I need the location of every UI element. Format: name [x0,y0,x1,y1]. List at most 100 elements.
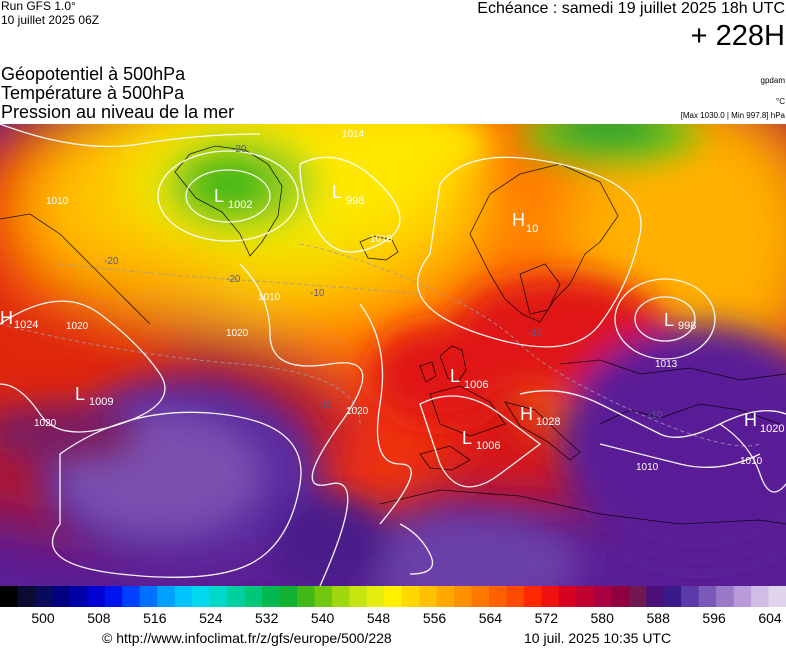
colorbar-swatch [314,586,333,607]
pressure-center-value: 1006 [464,379,488,391]
colorbar-swatch [506,586,525,607]
colorbar-tick-label: 572 [534,610,558,626]
isobar-label: 1020 [34,418,57,429]
colorbar-swatch [524,586,543,607]
colorbar-tick-label: 508 [87,610,111,626]
colorbar-tick-label: 588 [646,610,670,626]
colorbar-swatch [751,586,770,607]
source-credit: © http://www.infoclimat.fr/z/gfs/europe/… [102,630,392,646]
isobar-label: 1020 [66,321,89,332]
isobar-label: 1020 [346,406,369,417]
colorbar-ticks: 500 508 516 524 532 540 548 556 564 572 580 588 596 6… [0,610,786,626]
pressure-center-type: H [744,410,757,430]
colorbar-swatch [192,586,211,607]
isobar-label: 1014 [342,129,365,140]
coastlines [0,145,786,525]
isobar-label: 1010 [370,234,393,245]
colorbar-tick-label: 604 [758,610,782,626]
pressure-center-type: L [75,384,85,404]
colorbar-swatch [646,586,665,607]
pressure-center-value: 998 [346,195,364,207]
colorbar-swatch [698,586,717,607]
temperature-label: -20 [232,144,247,155]
run-title: Run GFS 1.0° [1,0,76,13]
colorbar-swatch [174,586,193,607]
colorbar-swatch [0,586,19,607]
pressure-center-type: L [664,310,674,330]
colorbar-swatch [331,586,350,607]
pressure-center-value: 10 [526,223,538,235]
colorbar-swatch [471,586,490,607]
temperature-label: -10 [318,400,333,411]
pressure-center-value: 998 [678,320,696,332]
pressure-center-value: 1024 [14,319,38,331]
lead-time: + 228H [690,20,785,52]
colorbar-swatch [768,586,786,607]
temperature-label: -10 [648,410,663,421]
geopotential-field [0,124,786,586]
isobar-label: 1020 [226,328,249,339]
forecast-valid-time: Echéance : samedi 19 juillet 2025 18h UT… [477,0,785,17]
isobar-label: 1010 [740,456,763,467]
colorbar-swatch [489,586,508,607]
colorbar-swatch [419,586,438,607]
colorbar-swatch [209,586,228,607]
colorbar-swatch [227,586,246,607]
generated-timestamp: 10 juil. 2025 10:35 UTC [524,630,672,646]
pressure-center-value: 1009 [89,396,113,408]
colorbar-swatch [157,586,176,607]
isobar-label: 1013 [655,359,678,370]
colorbar-swatch [593,586,612,607]
colorbar-tick-label: 564 [478,610,503,626]
colorbar-swatch [663,586,682,607]
colorbar-tick-label: 596 [702,610,726,626]
temperature-label: -20 [104,256,119,267]
colorbar-tick-label: 548 [366,610,391,626]
colorbar-swatch [17,586,36,607]
colorbar-swatch [244,586,263,607]
pressure-center-type: H [512,210,525,230]
colorbar-swatch [681,586,700,607]
pressure-center-value: 1028 [536,416,560,428]
colorbar-swatch [349,586,368,607]
colorbar-swatch [384,586,403,607]
pressure-center-value: 1020 [760,423,784,435]
pressure-center-type: H [520,404,533,424]
colorbar-tick-label: 580 [590,610,614,626]
unit-pressure-range: [Max 1030.0 | Min 997.8] hPa [680,111,785,120]
colorbar-swatch [52,586,71,607]
colorbar-swatch [296,586,315,607]
colorbar-tick-label: 540 [310,610,335,626]
pressure-center-type: L [214,186,224,206]
pressure-center-type: L [462,428,472,448]
isobar-label: 1010 [46,196,69,207]
isobar-label: 1010 [636,462,659,473]
colorbar-swatch [69,586,88,607]
colorbar-swatch [628,586,647,607]
pressure-center-value: 1002 [228,199,252,211]
colorbar-swatch [454,586,473,607]
isobar-label: 1010 [258,292,281,303]
colorbar [0,586,786,607]
colorbar-swatch [366,586,385,607]
unit-temperature: °C [776,97,785,106]
colorbar-tick-label: 532 [255,610,279,626]
temperature-label: -10 [310,288,325,299]
pressure-center-value: 1006 [476,440,500,452]
colorbar-swatch [611,586,630,607]
temperature-label: -20 [226,274,241,285]
colorbar-swatch [436,586,455,607]
colorbar-swatch [122,586,141,607]
colorbar-swatch [104,586,123,607]
colorbar-swatch [733,586,752,607]
colorbar-swatch [716,586,735,607]
colorbar-tick-label: 500 [31,610,55,626]
colorbar-swatch [279,586,298,607]
layer-temperature: Température à 500hPa [1,83,185,103]
pressure-center-type: H [0,308,13,328]
layer-geopotential: Géopotentiel à 500hPa [1,64,186,84]
temperature-label: -10 [528,328,543,339]
colorbar-swatch [87,586,106,607]
colorbar-swatch [34,586,53,607]
colorbar-swatch [576,586,595,607]
